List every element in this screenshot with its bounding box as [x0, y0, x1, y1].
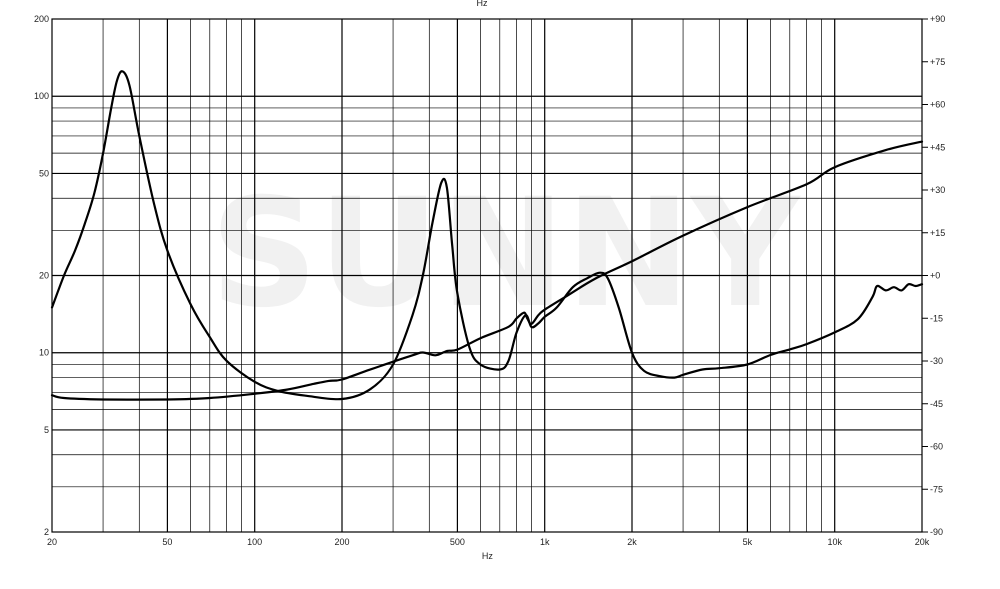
x-axis-title: Hz — [482, 551, 493, 561]
left-y-tick-label: 20 — [39, 271, 49, 281]
right-y-tick-label: -60 — [930, 442, 943, 452]
svg-text:SUNNY: SUNNY — [210, 167, 802, 341]
right-y-tick-label: +0 — [930, 271, 940, 281]
right-y-tick-label: +90 — [930, 14, 945, 24]
right-y-tick-label: -90 — [930, 527, 943, 537]
left-y-tick-label: 100 — [34, 91, 49, 101]
x-tick-label: 10k — [827, 537, 842, 547]
x-tick-label: 1k — [540, 537, 550, 547]
right-y-tick-label: +15 — [930, 228, 945, 238]
x-tick-label: 100 — [247, 537, 262, 547]
x-tick-label: 2k — [627, 537, 637, 547]
right-y-axis-ticks: +90 +75 +60 +45 +30 +15 +0 -15 -30 -45 -60 -75 -90 — [922, 14, 945, 537]
left-y-tick-label: 10 — [39, 348, 49, 358]
phase-curve — [50, 140, 924, 401]
impedance-curve — [50, 70, 924, 401]
x-tick-label: 500 — [450, 537, 465, 547]
right-y-tick-label: -45 — [930, 399, 943, 409]
right-y-tick-label: +60 — [930, 100, 945, 110]
right-y-tick-label: +30 — [930, 185, 945, 195]
left-y-tick-label: 50 — [39, 168, 49, 178]
x-axis-ticks: 20 50 100 200 500 1k 2k 5k 10k 20k — [47, 537, 930, 547]
right-y-tick-label: -75 — [930, 484, 943, 494]
left-y-tick-label: 200 — [34, 14, 49, 24]
grid — [52, 19, 922, 532]
x-tick-label: 20 — [47, 537, 57, 547]
left-y-tick-label: 2 — [44, 527, 49, 537]
x-tick-label: 5k — [743, 537, 753, 547]
right-y-tick-label: +45 — [930, 142, 945, 152]
right-y-tick-label: +75 — [930, 57, 945, 67]
x-tick-label: 200 — [334, 537, 349, 547]
watermark: SUNNY — [210, 167, 802, 341]
x-tick-label: 50 — [162, 537, 172, 547]
series-lines — [50, 70, 924, 401]
right-y-tick-label: -15 — [930, 313, 943, 323]
x-tick-label: 20k — [915, 537, 930, 547]
left-y-axis-ticks: 2 5 10 20 50 100 200 — [34, 14, 49, 537]
right-y-tick-label: -30 — [930, 356, 943, 366]
left-y-tick-label: 5 — [44, 425, 49, 435]
top-axis-label: Hz — [477, 0, 488, 8]
